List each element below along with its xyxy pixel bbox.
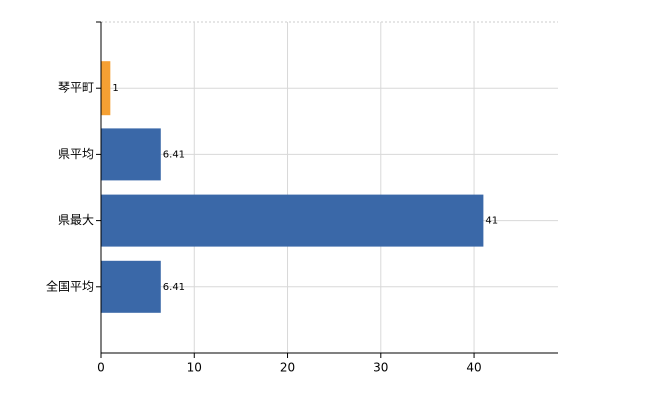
bar — [101, 194, 484, 247]
y-tick-label: 全国平均 — [46, 278, 94, 293]
value-label: 1 — [112, 83, 118, 94]
y-tick-label: 県最大 — [58, 213, 94, 227]
value-label: 6.41 — [163, 282, 185, 293]
bar — [101, 61, 111, 116]
x-tick-label: 20 — [280, 361, 295, 375]
y-tick-label: 琴平町 — [58, 81, 94, 95]
x-tick-label: 40 — [466, 361, 481, 375]
y-tick-label: 県平均 — [58, 147, 94, 161]
x-tick-label: 10 — [187, 361, 202, 375]
bar — [101, 260, 161, 313]
x-tick-label: 30 — [373, 361, 388, 375]
x-tick-label: 0 — [97, 361, 105, 375]
bar — [101, 128, 161, 181]
value-label: 6.41 — [163, 149, 185, 160]
value-label: 41 — [485, 216, 498, 227]
